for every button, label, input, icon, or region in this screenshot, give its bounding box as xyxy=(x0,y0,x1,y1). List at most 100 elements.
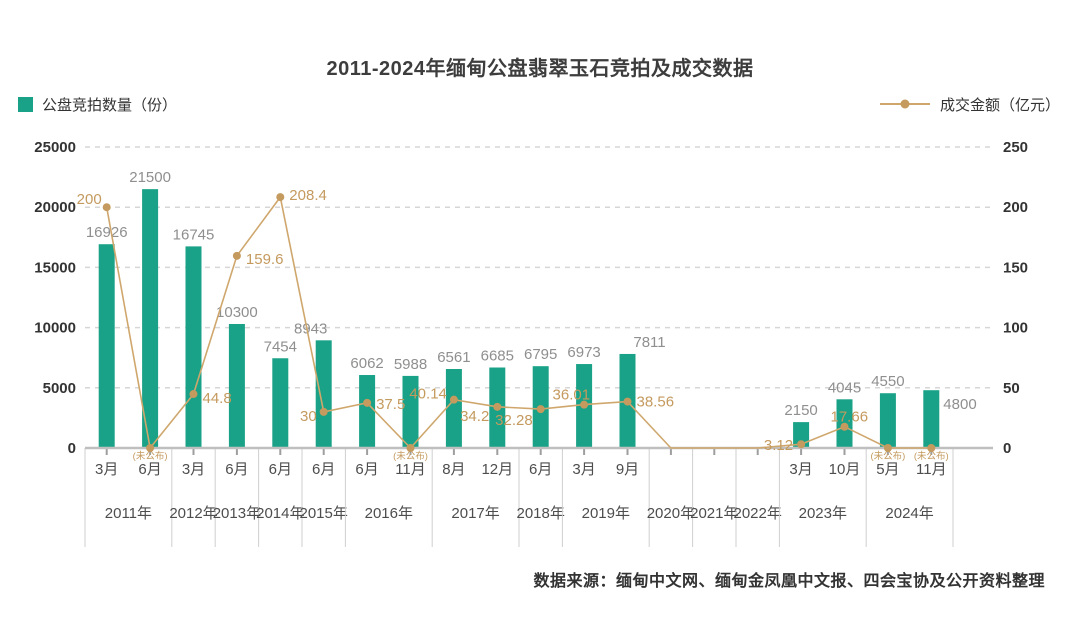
year-label: 2014年 xyxy=(256,505,304,522)
bar-value-label: 4045 xyxy=(828,379,861,396)
line-value-label: 36.01 xyxy=(553,387,591,404)
bar-value-label: 5988 xyxy=(394,356,427,373)
month-label: 3月 xyxy=(182,461,205,478)
year-label: 2018年 xyxy=(517,505,565,522)
line-value-label: 37.5 xyxy=(376,396,405,413)
month-label: 6月 xyxy=(225,461,248,478)
year-label: 2021年 xyxy=(690,505,738,522)
bar-value-label: 10300 xyxy=(216,304,258,321)
line-marker xyxy=(102,203,111,212)
line-marker xyxy=(927,444,936,452)
bar-legend-swatch-icon xyxy=(18,96,33,112)
line-marker xyxy=(840,422,849,431)
unpublished-note: (未公布) xyxy=(870,450,905,462)
line-marker xyxy=(797,440,806,449)
line-marker xyxy=(580,400,589,409)
bar-value-label: 8943 xyxy=(294,320,327,337)
year-label: 2015年 xyxy=(300,505,348,522)
line-marker xyxy=(883,444,892,452)
year-label: 2016年 xyxy=(365,505,413,522)
line-value-label: 40.14 xyxy=(409,386,447,403)
month-label: 9月 xyxy=(616,461,639,478)
line-legend-label: 成交金额（亿元） xyxy=(939,96,1060,114)
year-label: 2024年 xyxy=(885,505,933,522)
bar-value-label: 16745 xyxy=(173,226,215,243)
bar-value-label: 6561 xyxy=(437,349,470,366)
bar xyxy=(879,393,896,448)
year-label: 2019年 xyxy=(582,505,630,522)
right-axis-tick-label: 150 xyxy=(1003,259,1028,276)
month-label: 10月 xyxy=(829,461,861,478)
left-axis-tick-label: 15000 xyxy=(34,259,76,276)
line-marker xyxy=(449,395,458,404)
bar-value-label: 6973 xyxy=(567,344,600,361)
legend-line: 成交金额（亿元） xyxy=(879,94,1060,115)
bar-value-label: 6062 xyxy=(350,355,383,372)
left-axis-tick-label: 25000 xyxy=(34,139,76,156)
month-label: 6月 xyxy=(269,461,292,478)
year-label: 2020年 xyxy=(647,505,695,522)
month-label: 11月 xyxy=(916,461,947,478)
line-value-label: 3.12 xyxy=(764,437,793,454)
line-value-label: 32.28 xyxy=(495,412,533,429)
line-marker xyxy=(623,397,632,406)
bar-value-label: 6795 xyxy=(524,346,557,363)
trend-line xyxy=(105,195,932,450)
line-marker xyxy=(363,398,372,407)
bar-value-label: 21500 xyxy=(129,169,171,186)
right-axis-tick-label: 250 xyxy=(1003,139,1028,156)
line-marker xyxy=(276,193,285,202)
month-label: 6月 xyxy=(312,461,335,478)
line-marker xyxy=(319,407,328,416)
line-legend-sample-icon xyxy=(879,99,930,109)
month-label: 6月 xyxy=(355,461,378,478)
line-value-label: 208.4 xyxy=(289,187,327,204)
left-axis-tick-label: 0 xyxy=(68,440,76,457)
line-marker xyxy=(189,390,198,399)
bar xyxy=(359,375,376,448)
line-marker xyxy=(232,251,241,260)
month-label: 3月 xyxy=(789,461,812,478)
bar-value-label: 7454 xyxy=(264,338,297,355)
unpublished-note: (未公布) xyxy=(133,450,168,462)
line-marker xyxy=(146,444,155,452)
right-axis-tick-label: 100 xyxy=(1003,320,1028,337)
legend-bars: 公盘竞拍数量（份） xyxy=(18,94,177,115)
month-label: 5月 xyxy=(876,461,899,478)
line-marker xyxy=(493,402,502,411)
year-label: 2023年 xyxy=(799,505,847,522)
right-axis-tick-label: 200 xyxy=(1003,199,1028,216)
month-label: 11月 xyxy=(395,461,426,478)
chart-title: 2011-2024年缅甸公盘翡翠玉石竞拍及成交数据 xyxy=(326,58,754,80)
year-label: 2022年 xyxy=(734,505,782,522)
unpublished-note: (未公布) xyxy=(914,450,949,462)
bar xyxy=(142,189,159,448)
bar xyxy=(272,358,289,448)
month-label: 12月 xyxy=(481,461,513,478)
month-label: 6月 xyxy=(138,461,161,478)
year-label: 2017年 xyxy=(451,505,499,522)
unpublished-note: (未公布) xyxy=(393,450,428,462)
bar-value-label: 7811 xyxy=(633,334,665,351)
month-label: 3月 xyxy=(572,461,595,478)
line-value-label: 17.66 xyxy=(831,409,869,426)
bar xyxy=(315,340,332,448)
line-value-label: 34.2 xyxy=(460,408,489,425)
line-value-label: 159.6 xyxy=(246,251,284,268)
bar-value-label: 4550 xyxy=(871,373,904,390)
left-axis-tick-label: 5000 xyxy=(43,380,76,397)
bar-value-label: 4800 xyxy=(943,396,976,413)
left-axis-tick-label: 10000 xyxy=(34,320,76,337)
left-axis-tick-label: 20000 xyxy=(34,199,76,216)
bar xyxy=(185,246,202,448)
bar-legend-label: 公盘竞拍数量（份） xyxy=(42,96,178,114)
bar xyxy=(98,244,115,448)
line-value-label: 38.56 xyxy=(637,394,675,411)
line-value-label: 30 xyxy=(300,408,317,425)
month-label: 8月 xyxy=(442,461,465,478)
line-marker xyxy=(536,405,545,414)
bar xyxy=(923,390,940,448)
month-label: 3月 xyxy=(95,461,118,478)
legend-row: 公盘竞拍数量（份） 成交金额（亿元） xyxy=(18,93,1060,115)
